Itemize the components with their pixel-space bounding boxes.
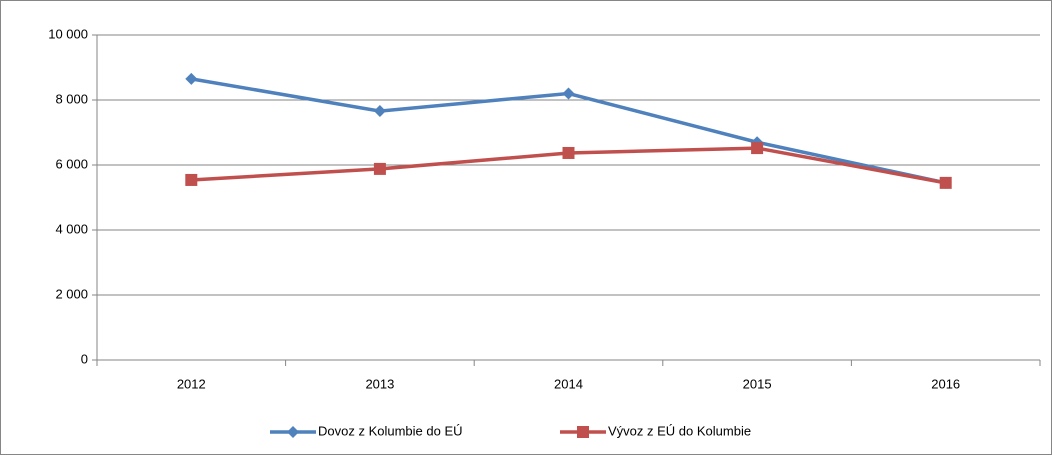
marker [185, 72, 198, 85]
marker [751, 142, 764, 155]
y-tick-label: 4 000 [55, 221, 88, 236]
legend-marker [577, 426, 589, 438]
x-tick-label: 2012 [177, 376, 206, 391]
marker [562, 146, 575, 159]
y-tick-label: 0 [81, 351, 88, 366]
series [185, 142, 952, 189]
marker [373, 105, 386, 118]
marker [562, 87, 575, 100]
x-tick-label: 2016 [931, 376, 960, 391]
x-tick-label: 2014 [554, 376, 583, 391]
x-tick-label: 2015 [743, 376, 772, 391]
marker [373, 162, 386, 175]
y-tick-label: 8 000 [55, 91, 88, 106]
y-tick-label: 10 000 [48, 26, 88, 41]
legend-label: Vývoz z EÚ do Kolumbie [608, 423, 751, 438]
marker [939, 176, 952, 189]
x-tick-label: 2013 [365, 376, 394, 391]
legend-label: Dovoz z Kolumbie do EÚ [318, 423, 463, 438]
y-tick-label: 2 000 [55, 286, 88, 301]
y-tick-label: 6 000 [55, 156, 88, 171]
legend-marker [287, 426, 299, 438]
marker [185, 173, 198, 186]
